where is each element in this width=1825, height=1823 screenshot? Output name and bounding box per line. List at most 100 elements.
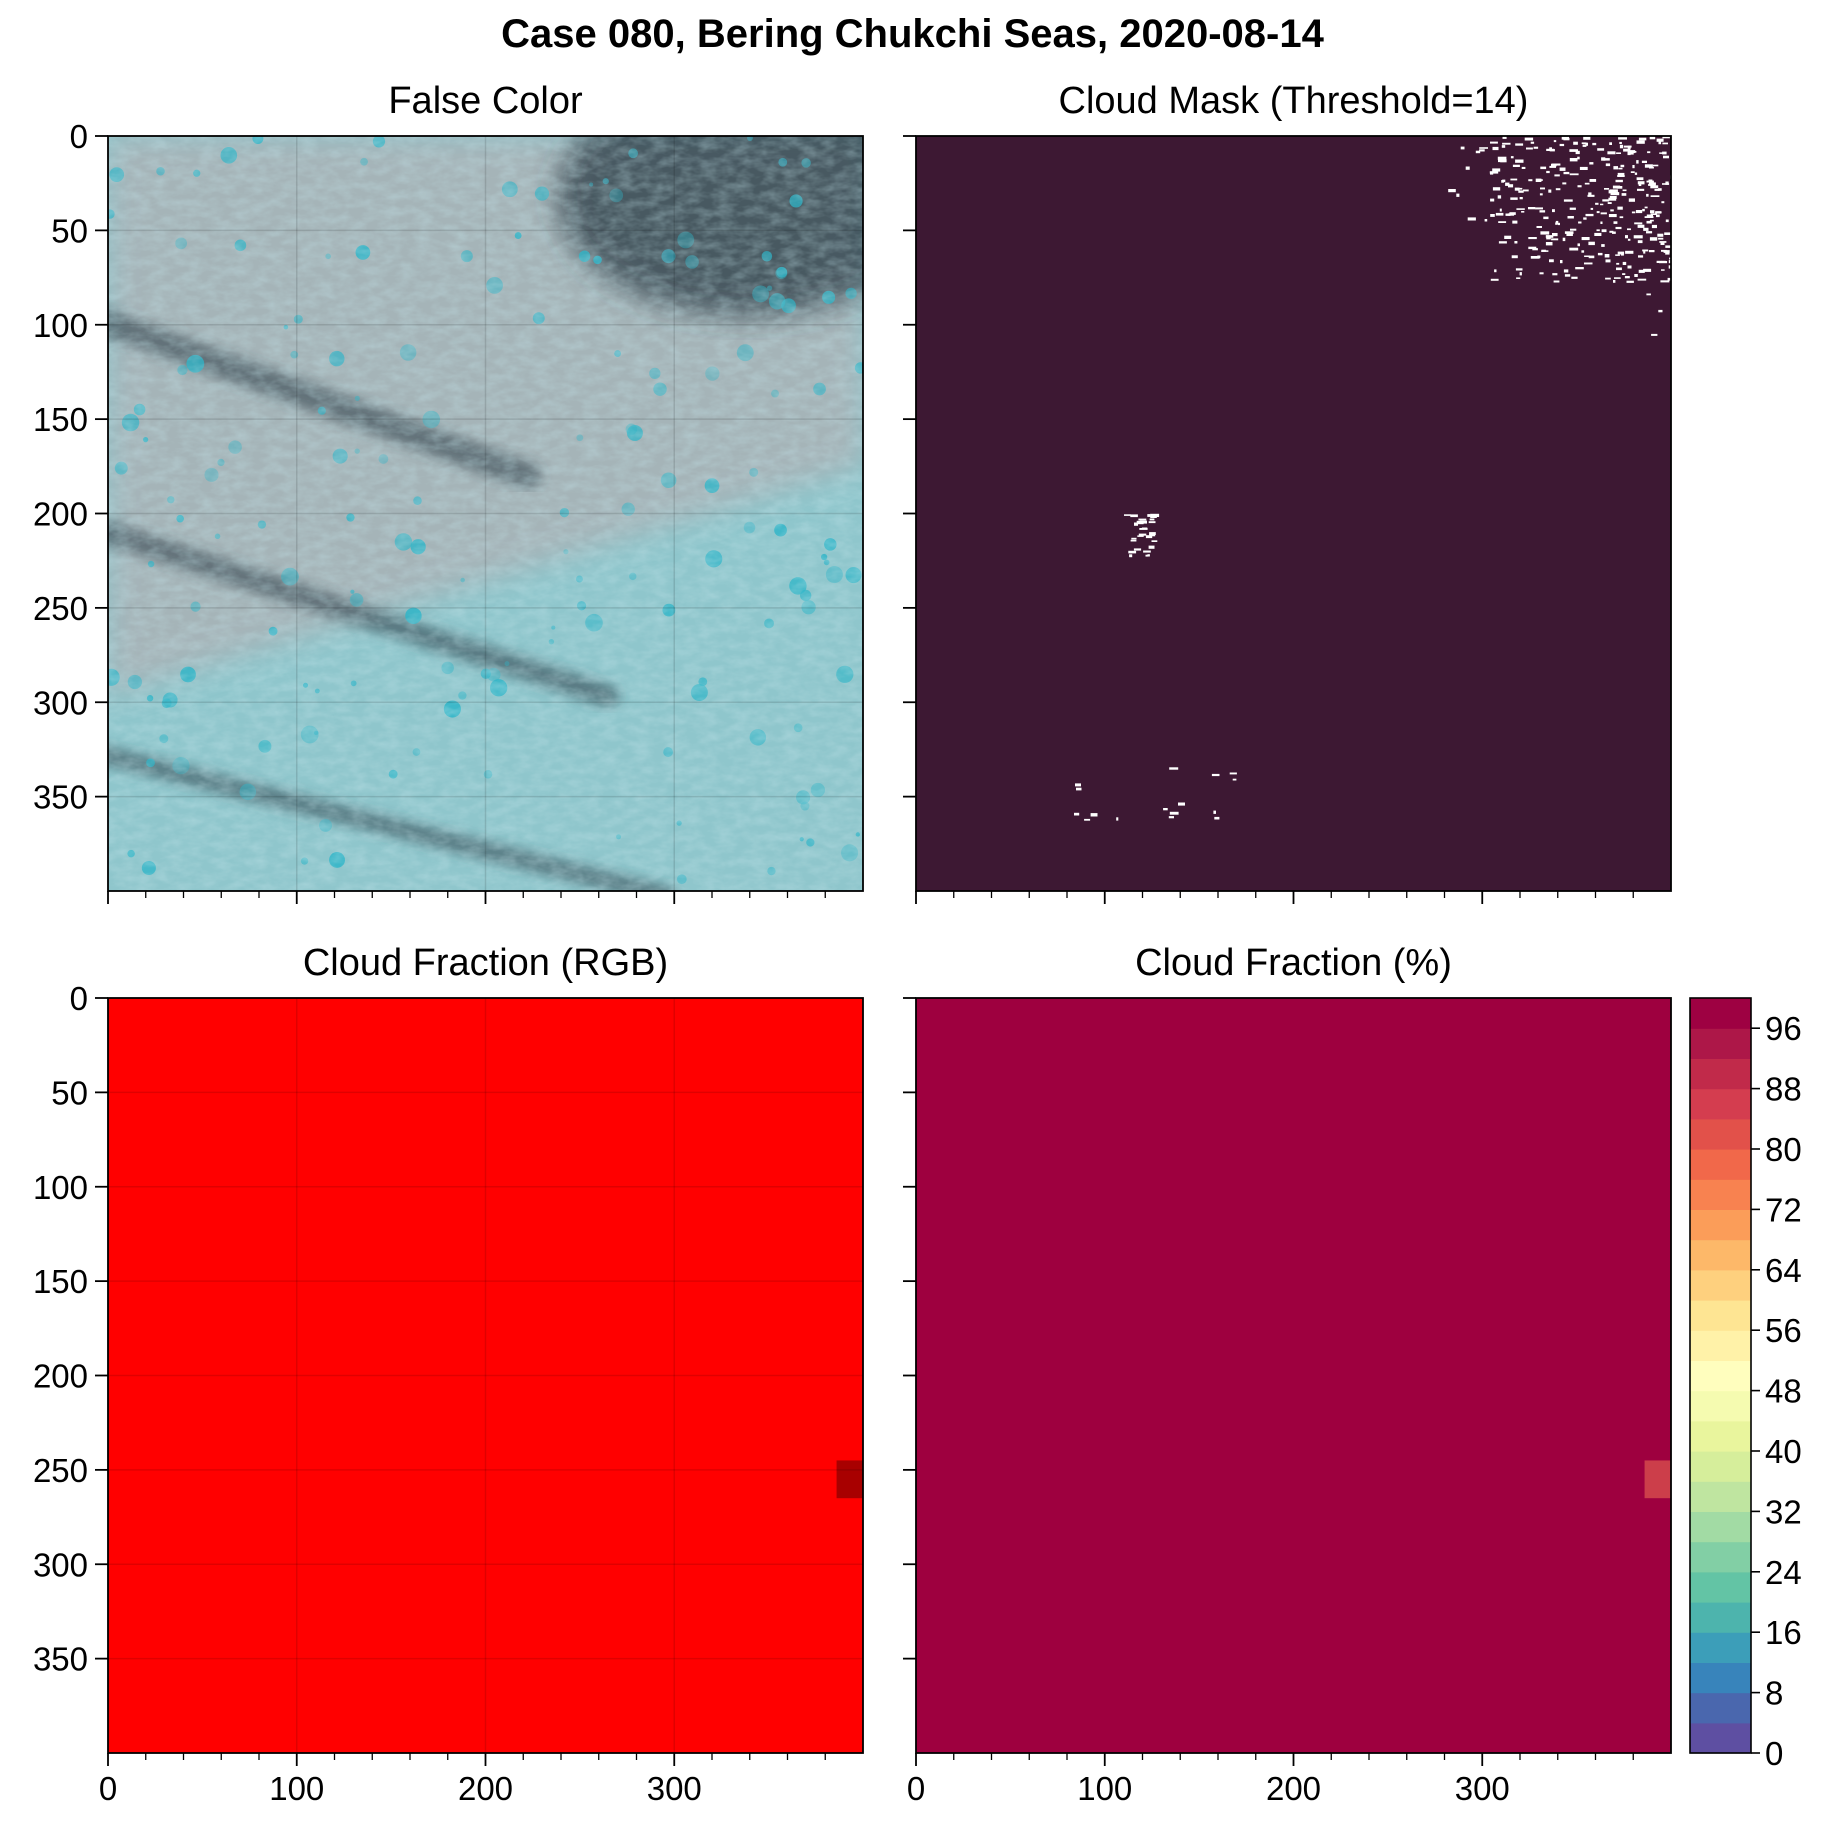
cloud-mask-pixel (1583, 136, 1591, 140)
cloud-mask-pixel (1523, 189, 1529, 192)
colorbar-level (1690, 1722, 1751, 1754)
cloud-mask-pixel (1537, 255, 1541, 259)
cloud-mask-pixel (1584, 182, 1590, 185)
cloud-mask-pixel (1514, 241, 1518, 244)
cloud-mask-pixel (1552, 209, 1555, 213)
cloud-mask-pixel (1636, 160, 1639, 164)
cloud-mask-pixel (1143, 550, 1151, 553)
cloud-mask-pixel (1622, 273, 1626, 275)
y-tick-label: 200 (33, 1358, 88, 1395)
cloud-mask-pixel (1619, 216, 1624, 219)
colorbar-level (1690, 1058, 1751, 1090)
cloud-mask-pixel (1637, 181, 1645, 185)
cloud-mask-pixel (1573, 141, 1578, 145)
false-color-texture (108, 136, 863, 891)
cloud-mask-pixel (1076, 787, 1082, 791)
cloud-mask-pixel (1648, 179, 1653, 182)
cloud-mask-pixel (1512, 220, 1518, 224)
cloud-mask-pixel (1497, 156, 1507, 160)
cloud-mask-pixel (1642, 249, 1649, 252)
cloud-mask-pixel (1617, 175, 1625, 177)
cloud-mask-pixel (1555, 222, 1558, 225)
cloud-mask-pixel (1147, 514, 1151, 517)
colorbar-tick-label: 0 (1765, 1735, 1783, 1772)
cloud-mask-pixel (1540, 231, 1550, 235)
colorbar-tick-label: 40 (1765, 1433, 1802, 1470)
cloud-mask-pixel (1546, 237, 1551, 240)
cloud-mask-pixel (1548, 189, 1552, 193)
cloud-mask-pixel (1151, 540, 1158, 542)
cloud-mask-pixel (1533, 146, 1539, 149)
x-tick-label: 0 (907, 1770, 925, 1807)
cloud-mask-pixel (1643, 268, 1652, 272)
cloud-mask-pixel (1508, 184, 1514, 188)
cloud-mask-pixel (1636, 140, 1645, 144)
cloud-mask-pixel (1564, 274, 1571, 277)
cloud-mask-pixel (1648, 183, 1656, 186)
cloud-mask-pixel (1654, 188, 1660, 191)
cloud-mask-pixel (1638, 137, 1647, 141)
cloud-mask-pixel (1528, 207, 1536, 210)
cloud-mask-pixel (1616, 152, 1621, 154)
cloud-mask-pixel (1589, 162, 1594, 165)
cloud-mask-pixel (1671, 199, 1680, 202)
y-tick-label: 100 (33, 1169, 88, 1206)
colorbar-level (1690, 1632, 1751, 1663)
cloud-mask-pixel (1479, 149, 1485, 152)
cloud-mask-pixel (1569, 207, 1576, 210)
cloud-mask-pixel (1090, 813, 1098, 817)
panel-title-cloud-fraction-rgb: Cloud Fraction (RGB) (302, 942, 669, 984)
cloud-mask-pixel (1559, 143, 1565, 147)
cloud-mask-pixel (1137, 535, 1144, 537)
cloud-mask-pixel (1168, 816, 1174, 819)
y-tick-label: 100 (33, 307, 88, 344)
cloud-mask-pixel (1214, 816, 1220, 820)
cloud-mask-pixel (1584, 255, 1590, 257)
cloud-mask-pixel (1490, 141, 1498, 144)
cloud-mask-pixel (1467, 217, 1476, 221)
cloud-mask-pixel (1484, 219, 1488, 222)
cloud-mask-pixel (1609, 142, 1612, 145)
cloud-mask-pixel (1552, 233, 1558, 237)
cloud-mask-pixel (1569, 247, 1579, 251)
cloud-mask-pixel (1664, 232, 1673, 235)
cloud-mask-pixel (1634, 222, 1643, 225)
x-tick-label: 100 (269, 1770, 324, 1807)
cloud-mask-pixel (1649, 166, 1654, 169)
cloud-mask-pixel (1545, 242, 1553, 246)
cloud-mask-pixel (1537, 179, 1543, 181)
cloud-mask-pixel (1553, 280, 1560, 283)
cloud-mask-pixel (1637, 224, 1645, 228)
colorbar-level (1690, 1179, 1751, 1210)
cloud-mask-pixel (1213, 810, 1216, 814)
cloud-mask-pixel (1567, 216, 1574, 219)
cloud-mask-pixel (1601, 157, 1606, 161)
cloud-mask-pixel (1644, 216, 1654, 218)
cloud-mask-pixel (1658, 188, 1662, 191)
cloud-mask-pixel (1505, 182, 1510, 186)
cloud-mask-pixel (1650, 213, 1657, 215)
cloud-mask-pixel (1616, 262, 1620, 265)
cloud-mask-pixel (1634, 172, 1638, 175)
cloud-mask-pixel (1648, 250, 1655, 253)
cloud-mask-pixel (1546, 170, 1550, 174)
cloud-mask-pixel (1629, 151, 1637, 153)
cloud-mask-pixel (1618, 167, 1623, 170)
cloud-mask-pixel (1163, 808, 1168, 811)
cloud-mask-pixel (1539, 272, 1544, 275)
cloud-mask-pixel (1561, 136, 1569, 140)
cloud-mask-pixel (1553, 140, 1557, 143)
cloud-mask-pixel (1601, 229, 1607, 233)
cloud-mask-pixel (1563, 199, 1573, 202)
colorbar-level (1690, 1028, 1751, 1059)
colorbar-level (1690, 1209, 1751, 1241)
cloud-mask-pixel (1543, 216, 1549, 220)
cloud-mask-pixel (1621, 193, 1627, 196)
cloud-mask-pixel (1492, 187, 1501, 191)
colorbar-frame (1689, 997, 1752, 1754)
x-tick-label: 200 (1266, 1770, 1321, 1807)
cloud-mask-pixel (1148, 545, 1155, 549)
cloud-mask-pixel (1575, 267, 1584, 270)
cloud-mask-pixel (1502, 136, 1507, 139)
